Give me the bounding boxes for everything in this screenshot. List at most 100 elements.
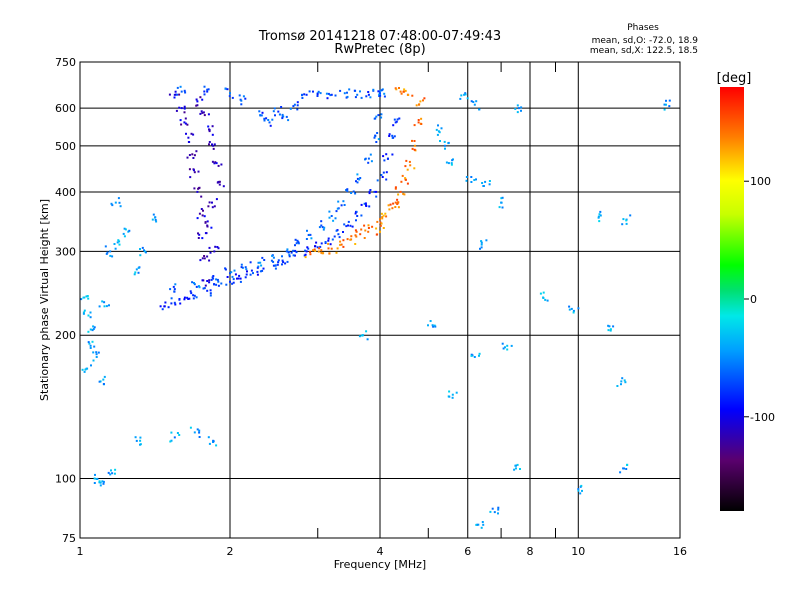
data-point [598, 220, 601, 223]
data-point [184, 122, 187, 125]
data-point [625, 219, 628, 222]
data-point [173, 93, 176, 96]
data-point [318, 226, 321, 229]
data-point [208, 130, 211, 133]
data-point [622, 218, 625, 221]
x-tick-label: 16 [673, 545, 687, 558]
data-point [358, 178, 361, 181]
data-point [187, 136, 190, 139]
data-point [231, 96, 234, 99]
data-point [354, 234, 357, 237]
y-tick-label: 300 [55, 245, 76, 258]
data-point [101, 300, 104, 303]
data-point [139, 439, 142, 442]
data-point [89, 347, 92, 349]
data-point [374, 134, 377, 137]
data-point [546, 299, 549, 302]
data-point [186, 156, 189, 159]
data-point [369, 189, 372, 191]
data-point [393, 135, 396, 138]
data-point [473, 103, 476, 106]
data-point [103, 305, 106, 308]
data-point [330, 215, 333, 217]
data-point [211, 133, 214, 136]
data-point [380, 222, 383, 225]
data-point [599, 210, 602, 213]
data-point [240, 103, 243, 106]
data-point [317, 90, 320, 93]
data-point [201, 111, 204, 114]
data-point [619, 471, 622, 474]
data-point [197, 285, 200, 288]
data-point [406, 182, 409, 185]
data-point [378, 90, 381, 93]
data-point [244, 276, 247, 279]
data-point [196, 100, 199, 103]
data-point [321, 226, 324, 229]
data-point [224, 267, 227, 270]
data-point [204, 284, 207, 287]
data-point [196, 104, 199, 107]
data-point [95, 351, 98, 354]
data-point [381, 216, 384, 219]
x-tick-label: 8 [527, 545, 534, 558]
data-point [305, 250, 308, 253]
data-point [417, 119, 420, 121]
data-point [261, 269, 264, 272]
data-point [281, 117, 284, 120]
data-point [202, 209, 204, 212]
data-point [413, 140, 416, 142]
data-point [663, 103, 666, 106]
y-tick-label: 400 [55, 186, 76, 199]
data-point [365, 95, 368, 98]
data-point [397, 201, 400, 204]
data-point [222, 185, 225, 188]
data-point [119, 205, 122, 208]
data-point [380, 212, 383, 215]
data-point [258, 110, 261, 113]
data-point [419, 100, 422, 103]
data-point [455, 391, 458, 394]
data-point [470, 100, 473, 103]
data-point [375, 115, 378, 118]
data-point [339, 243, 342, 246]
data-point [500, 201, 503, 204]
data-point [376, 179, 379, 182]
data-point [404, 177, 407, 180]
data-point [201, 214, 204, 217]
data-point [208, 279, 211, 282]
data-point [570, 307, 573, 310]
data-point [220, 163, 223, 166]
data-point [440, 127, 443, 130]
data-point [305, 93, 308, 96]
data-point [322, 252, 325, 255]
data-point [155, 220, 158, 223]
data-point [192, 294, 195, 297]
data-point [431, 324, 434, 327]
data-point [209, 294, 212, 297]
colorbar [720, 87, 744, 511]
data-point [376, 132, 379, 134]
data-point [139, 443, 141, 446]
data-point [355, 235, 358, 238]
data-point [360, 228, 363, 231]
data-point [229, 272, 231, 275]
data-point [475, 178, 477, 181]
data-point [81, 368, 84, 371]
data-point [297, 241, 300, 244]
data-point [128, 229, 131, 232]
data-point [383, 159, 386, 162]
data-point [304, 256, 307, 259]
data-point [274, 264, 277, 267]
data-point [239, 277, 242, 280]
data-point [233, 269, 236, 272]
data-point [244, 97, 247, 100]
data-point [599, 214, 602, 217]
data-point [504, 346, 506, 349]
data-point [92, 351, 95, 354]
data-point [367, 161, 370, 164]
data-point [94, 473, 96, 476]
data-point [242, 95, 245, 98]
data-point [451, 393, 454, 396]
data-point [139, 254, 142, 257]
